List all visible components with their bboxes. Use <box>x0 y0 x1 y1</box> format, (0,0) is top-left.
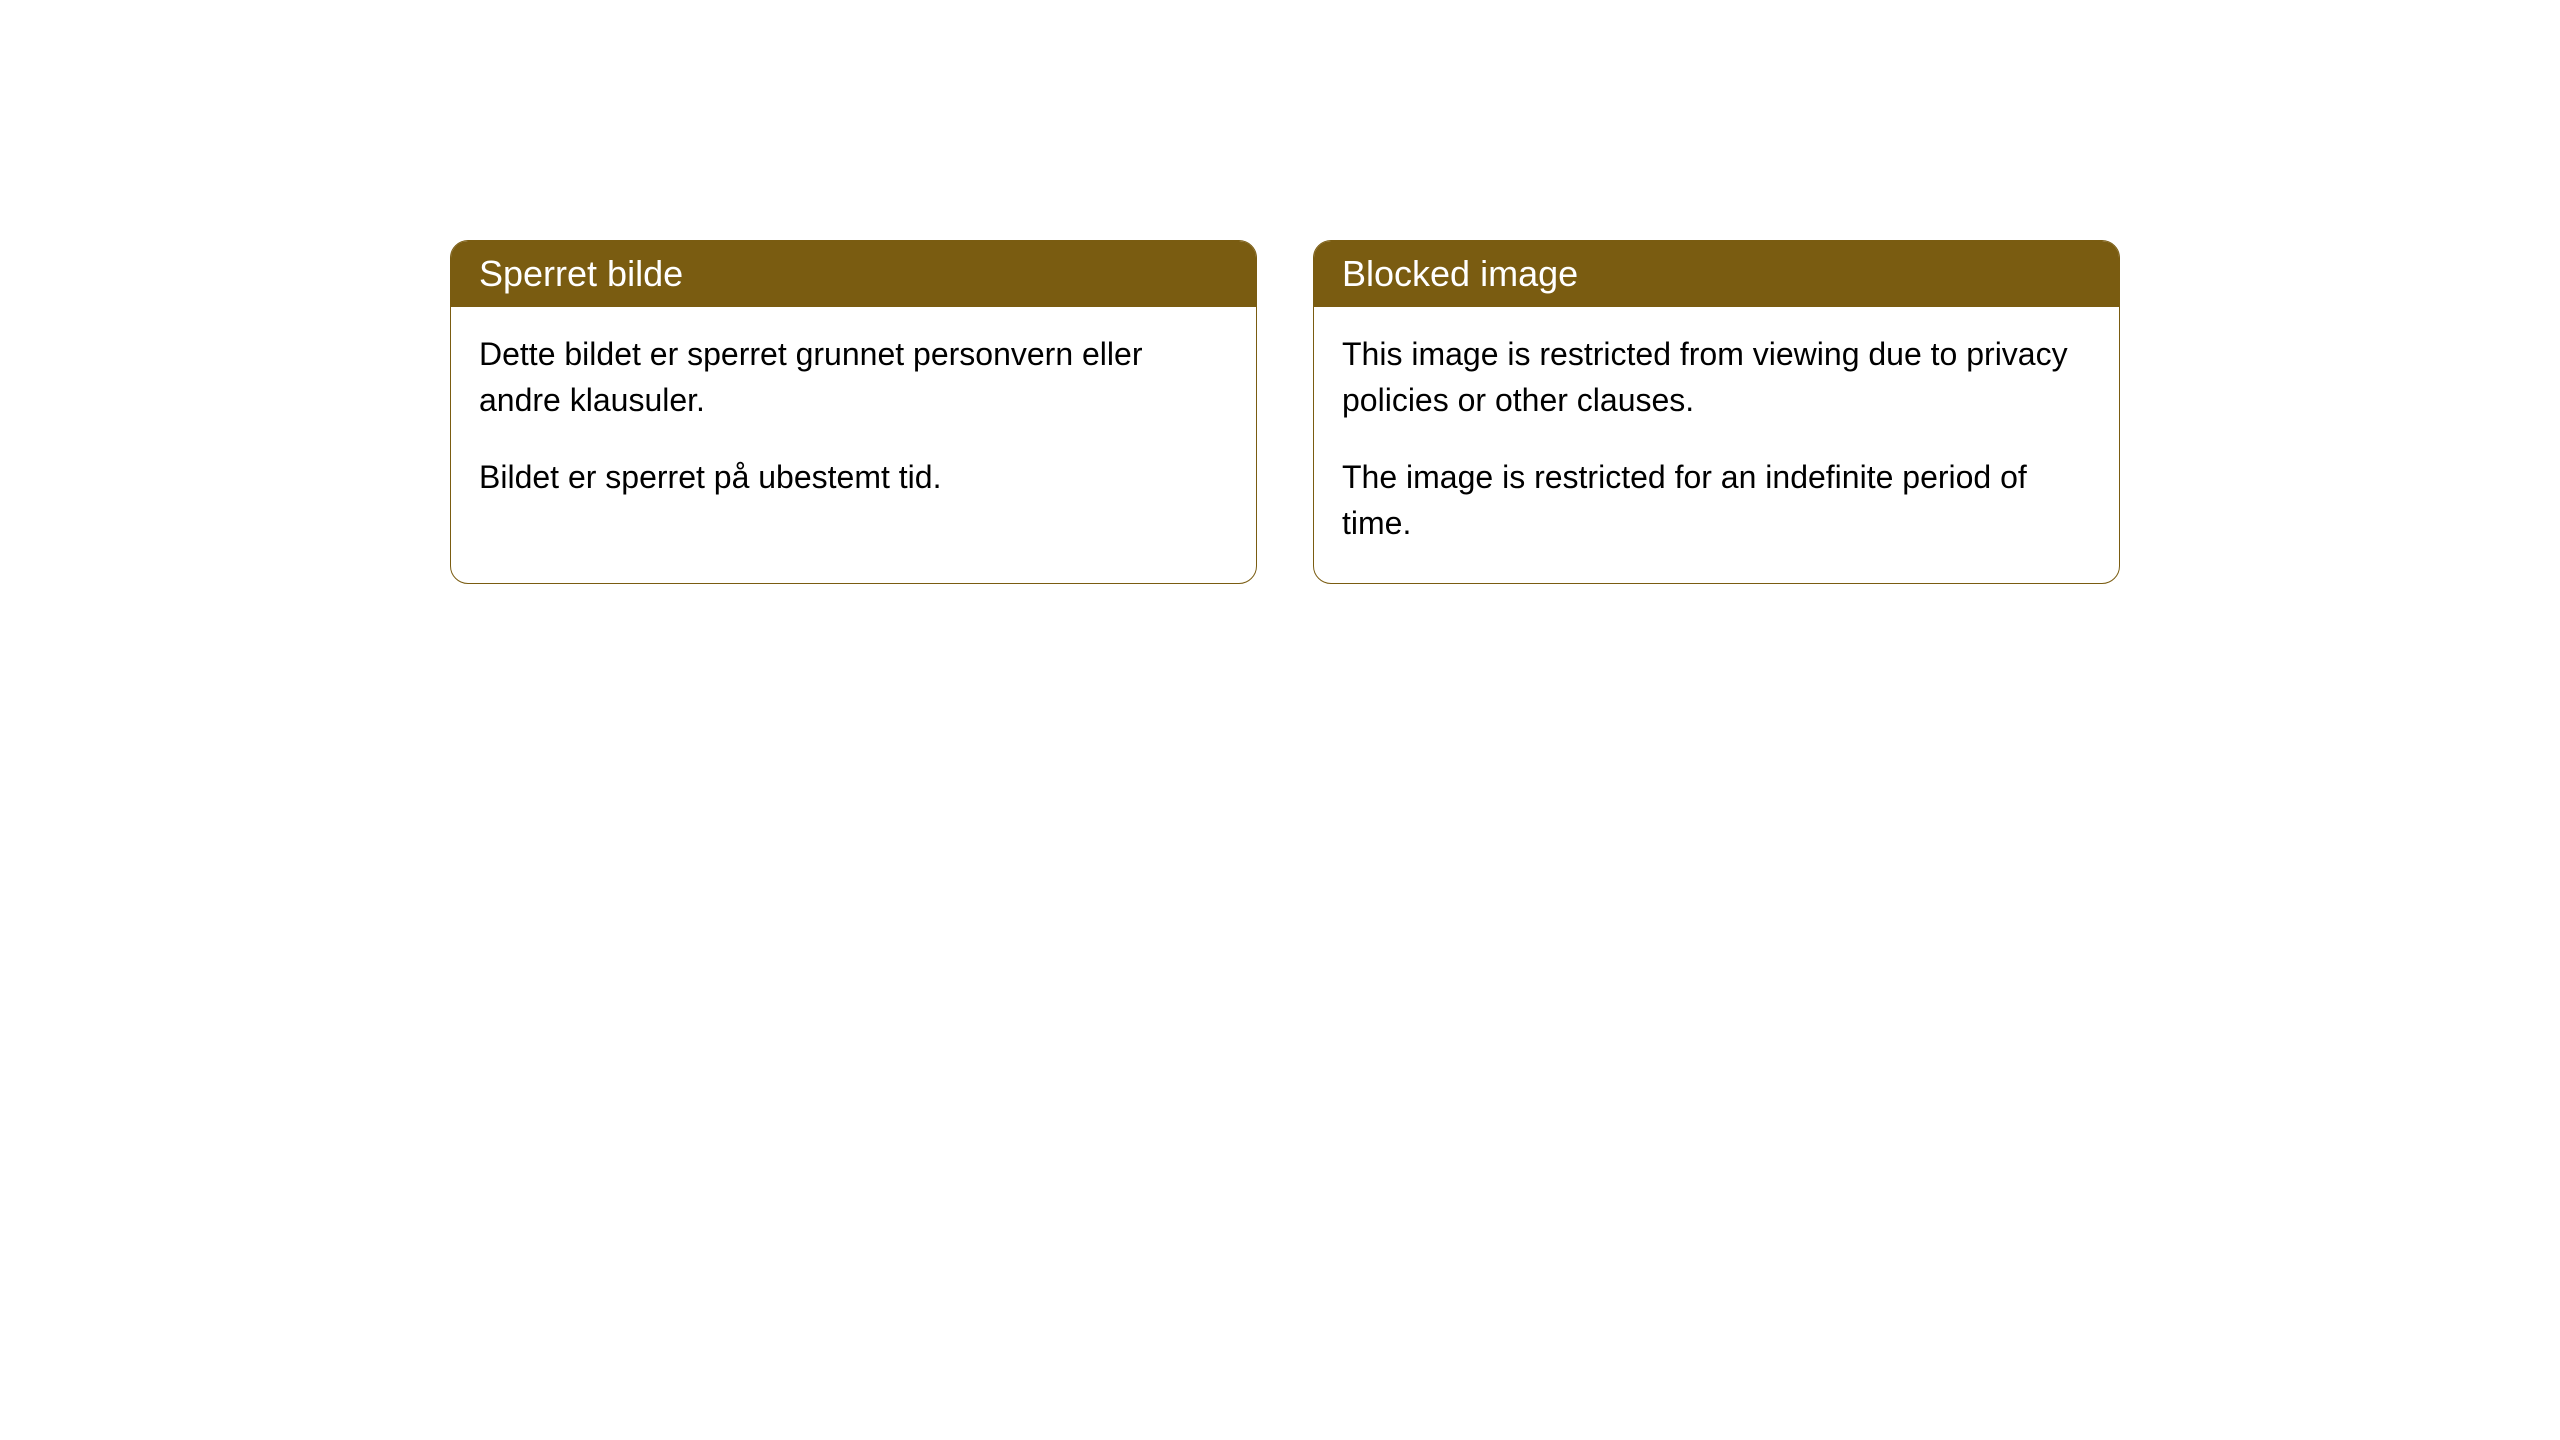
card-paragraph: Dette bildet er sperret grunnet personve… <box>479 331 1228 424</box>
card-paragraph: This image is restricted from viewing du… <box>1342 331 2091 424</box>
card-body: Dette bildet er sperret grunnet personve… <box>451 307 1256 536</box>
notice-cards-container: Sperret bilde Dette bildet er sperret gr… <box>450 240 2560 584</box>
notice-card-english: Blocked image This image is restricted f… <box>1313 240 2120 584</box>
card-header: Sperret bilde <box>451 241 1256 307</box>
card-title: Sperret bilde <box>479 253 683 294</box>
card-body: This image is restricted from viewing du… <box>1314 307 2119 583</box>
notice-card-norwegian: Sperret bilde Dette bildet er sperret gr… <box>450 240 1257 584</box>
card-header: Blocked image <box>1314 241 2119 307</box>
card-title: Blocked image <box>1342 253 1578 294</box>
card-paragraph: The image is restricted for an indefinit… <box>1342 454 2091 547</box>
card-paragraph: Bildet er sperret på ubestemt tid. <box>479 454 1228 500</box>
